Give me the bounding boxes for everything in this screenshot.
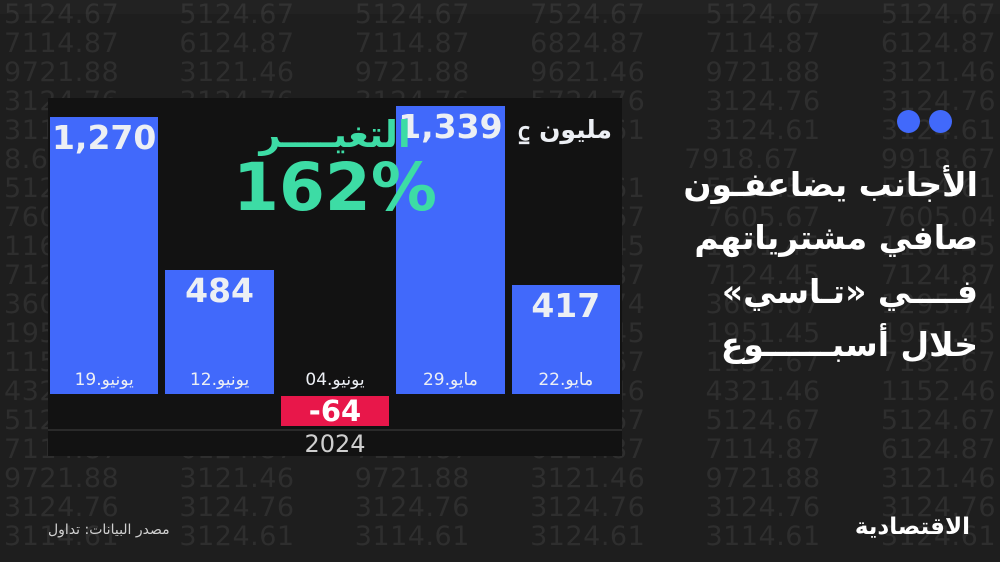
bar-29-mayo[interactable]: 1,339 29.مايو <box>396 106 505 394</box>
bar-plot-area: 417 22.مايو 1,339 29.مايو 04.يونيو <box>48 98 622 394</box>
saudi-riyal-icon: ⃀ <box>518 117 531 146</box>
bar-column: 1,339 29.مايو <box>396 98 505 394</box>
bar-column: 1,270 19.يونيو <box>49 98 159 394</box>
top-band <box>0 0 1000 14</box>
bar-19-yunio[interactable]: 1,270 19.يونيو <box>49 117 159 394</box>
headline-line-1: الأجانب يضاعفـون <box>683 165 978 204</box>
blue-dot-icon <box>929 110 952 133</box>
watermark-row: 3121.46 9721.88 3121.46 9721.88 3121.46 9721.… <box>0 464 1000 493</box>
watermark-number: 7114.87 <box>4 28 120 59</box>
watermark-number: 6124.87 <box>880 28 996 59</box>
bar-category-label: 19.يونيو <box>74 370 134 390</box>
watermark-number: 9721.88 <box>705 463 821 494</box>
bar-column: 417 22.مايو <box>511 98 620 394</box>
watermark-number: 3124.61 <box>705 115 821 146</box>
watermark-number: 3121.46 <box>880 463 996 494</box>
negative-strip: -64 <box>48 394 622 429</box>
watermark-number: 5124.67 <box>705 0 821 30</box>
watermark-number: 3124.61 <box>179 521 295 552</box>
bar-category-label: 12.يونيو <box>189 370 250 390</box>
watermark-number: 6124.87 <box>880 434 996 465</box>
bar-category-label: 04.يونيو <box>305 370 365 390</box>
bar-12-yunio[interactable]: 484 12.يونيو <box>165 270 274 394</box>
watermark-number: 9721.88 <box>4 57 120 88</box>
watermark-number: 3124.76 <box>705 86 821 117</box>
negative-cell <box>50 394 158 429</box>
source-note: مصدر البيانات: تداول <box>48 522 170 538</box>
watermark-number: 3121.46 <box>880 57 996 88</box>
year-label: 2024 <box>304 429 366 458</box>
watermark-row: 6124.87 7114.87 6824.87 7114.87 6124.87 7114.… <box>0 29 1000 58</box>
bar-value: 484 <box>185 271 255 310</box>
axis-divider <box>48 429 622 431</box>
watermark-number: 3124.76 <box>179 492 295 523</box>
bar-category-label: 29.مايو <box>422 370 478 390</box>
bar-value: 1,270 <box>51 118 157 157</box>
dots-decoration <box>897 110 952 133</box>
headline-line-4: خلال أسبــــــوع <box>720 325 978 365</box>
watermark-number: 9721.88 <box>705 57 821 88</box>
bar-category-label: 22.مايو <box>538 370 594 390</box>
year-axis-row: 2024 <box>48 429 622 458</box>
unit-text: مليون <box>539 115 612 144</box>
watermark-number: 9721.88 <box>354 57 470 88</box>
bar-column: 484 12.يونيو <box>165 98 274 394</box>
watermark-number: 7114.87 <box>705 434 821 465</box>
watermark-row: 3121.46 9721.88 9621.46 9721.88 3121.46 9721.… <box>0 58 1000 87</box>
watermark-number: 3121.46 <box>530 463 646 494</box>
watermark-number: 1152.46 <box>880 376 996 407</box>
bar-value: 417 <box>531 286 601 325</box>
watermark-number: 5124.67 <box>179 0 295 30</box>
watermark-number: 3121.46 <box>179 463 295 494</box>
watermark-number: 7114.87 <box>354 28 470 59</box>
bar-value: 1,339 <box>398 107 503 146</box>
brand-logo: الاقتصادية <box>854 514 971 540</box>
chart-panel: 417 22.مايو 1,339 29.مايو 04.يونيو <box>48 98 622 458</box>
headline-line-2: صافي مشترياتهم <box>694 218 978 258</box>
watermark-number: 6824.87 <box>530 28 646 59</box>
watermark-number: 5124.67 <box>4 0 120 30</box>
watermark-number: 3121.46 <box>179 57 295 88</box>
negative-cell <box>165 394 273 429</box>
watermark-number: 3124.76 <box>530 492 646 523</box>
blue-dot-icon <box>897 110 920 133</box>
watermark-number: 9721.88 <box>354 463 470 494</box>
watermark-number: 5124.67 <box>880 0 996 30</box>
watermark-number: 3124.76 <box>354 492 470 523</box>
bar-04-yunio[interactable]: 04.يونيو <box>281 364 389 394</box>
watermark-number: 9721.88 <box>4 463 120 494</box>
watermark-number: 5124.67 <box>880 405 996 436</box>
negative-cell <box>512 394 620 429</box>
watermark-row: 5124.67 5124.67 7524.67 5124.67 5124.67 5124.… <box>0 0 1000 29</box>
watermark-number: 6124.87 <box>179 28 295 59</box>
headline: الأجانب يضاعفـون صافي مشترياتهم فــــي «… <box>612 158 978 372</box>
watermark-number: 3124.76 <box>705 492 821 523</box>
negative-cell <box>396 394 504 429</box>
negative-cell: -64 <box>280 394 390 429</box>
bar-column: 04.يونيو <box>281 98 389 394</box>
watermark-number: 7114.87 <box>705 28 821 59</box>
watermark-number: 3114.61 <box>705 521 821 552</box>
watermark-number: 4321.46 <box>705 376 821 407</box>
bar-22-mayo[interactable]: 417 22.مايو <box>511 285 620 394</box>
unit-caption: مليون ⃀ <box>518 112 612 146</box>
watermark-number: 3114.61 <box>354 521 470 552</box>
watermark-number: 3124.76 <box>4 492 120 523</box>
watermark-number: 9621.46 <box>530 57 646 88</box>
headline-line-3: فــــي «تـاسي» <box>721 271 978 311</box>
watermark-number: 5124.67 <box>354 0 470 30</box>
watermark-row: 3124.76 3124.76 3124.76 3124.76 3124.76 3124.… <box>0 493 1000 522</box>
watermark-number: 3124.61 <box>530 521 646 552</box>
negative-bar-04-yunio[interactable]: -64 <box>280 394 390 428</box>
watermark-number: 7524.67 <box>530 0 646 30</box>
watermark-number: 5124.67 <box>705 405 821 436</box>
negative-bar-value: -64 <box>308 394 362 428</box>
